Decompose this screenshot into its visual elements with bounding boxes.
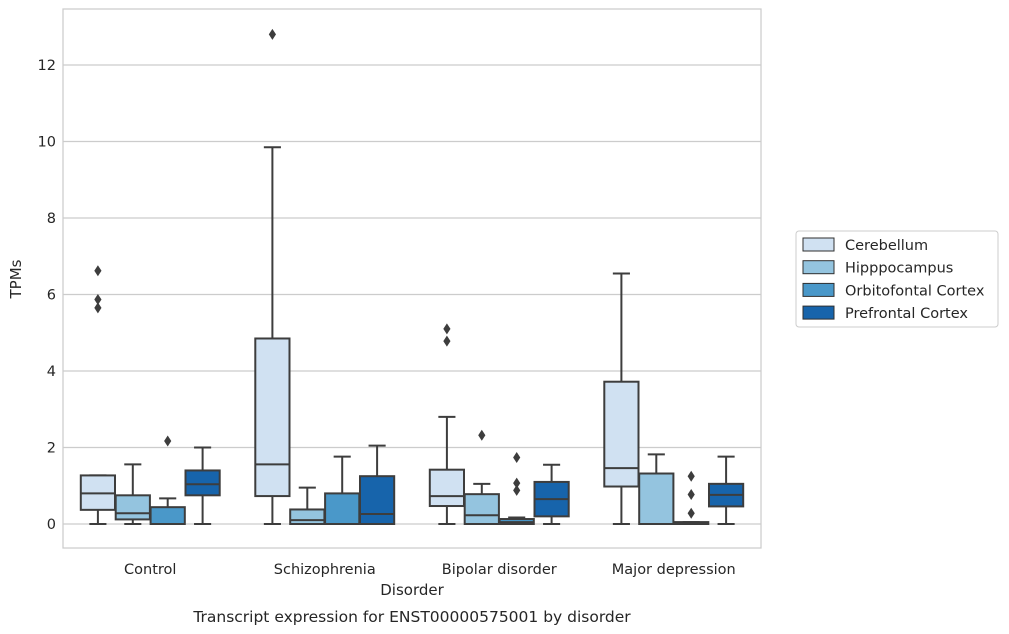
- legend-swatch: [802, 305, 835, 320]
- box-iqr: [358, 475, 396, 525]
- box-iqr: [254, 337, 291, 498]
- legend-label: Cerebellum: [845, 238, 928, 254]
- y-tick-labels: 0 2 4 6 8 10 12: [38, 58, 56, 533]
- y-axis-label: TPMs: [7, 259, 25, 299]
- outlier-point: [513, 484, 521, 496]
- box-group: [673, 470, 710, 526]
- legend-label: Orbitofontal Cortex: [845, 283, 985, 299]
- outlier-point: [687, 507, 695, 519]
- box-group: [254, 28, 291, 525]
- legend-label: Prefrontal Cortex: [845, 306, 968, 322]
- outlier-point: [513, 451, 521, 463]
- box-iqr: [289, 508, 326, 525]
- x-tick-label: Bipolar disorder: [442, 562, 557, 578]
- box-group: [498, 451, 535, 526]
- legend-label: Hipppocampus: [845, 261, 953, 277]
- legend: Cerebellum Hipppocampus Orbitofontal Corte…: [795, 230, 999, 328]
- chart-caption: Transcript expression for ENST0000057500…: [192, 608, 631, 626]
- box-iqr: [149, 506, 186, 526]
- legend-swatch: [802, 237, 835, 252]
- outlier-point: [513, 477, 521, 489]
- y-tick-label: 4: [47, 364, 56, 380]
- outlier-point: [94, 302, 102, 314]
- x-tick-label: Control: [124, 562, 176, 578]
- box-group: [638, 453, 675, 526]
- outlier-point: [687, 470, 695, 482]
- x-axis-label: Disorder: [380, 581, 444, 599]
- y-tick-label: 6: [47, 288, 56, 304]
- box-group: [358, 444, 396, 525]
- box-iqr: [114, 494, 151, 521]
- box-iqr: [324, 492, 361, 525]
- y-tick-label: 12: [38, 58, 56, 74]
- box-group: [289, 486, 326, 525]
- outlier-point: [94, 265, 102, 277]
- box-group: [324, 455, 361, 525]
- y-tick-label: 2: [47, 441, 56, 457]
- plot-frame: [62, 8, 762, 549]
- outlier-point: [443, 335, 451, 347]
- x-tick-label: Major depression: [612, 562, 736, 578]
- box-group: [707, 455, 745, 525]
- y-tick-label: 0: [47, 517, 56, 533]
- x-tick-label: Schizophrenia: [274, 562, 376, 578]
- y-tick-label: 10: [38, 135, 56, 151]
- outlier-point: [94, 293, 102, 305]
- box-iqr: [428, 468, 466, 508]
- outlier-point: [268, 28, 276, 40]
- x-tick-labels: Control Schizophrenia Bipolar disorder Majo…: [124, 562, 736, 578]
- box-iqr: [638, 472, 675, 526]
- box-group: [463, 429, 500, 526]
- legend-swatch: [802, 260, 835, 275]
- box-group: [114, 463, 151, 525]
- legend-items: Cerebellum Hipppocampus Orbitofontal Corte…: [802, 237, 985, 322]
- box-iqr: [603, 380, 640, 488]
- outlier-point: [478, 429, 486, 441]
- box-iqr: [184, 469, 221, 497]
- box-group: [603, 272, 640, 525]
- gridlines: [63, 64, 761, 525]
- box-group: [79, 265, 117, 525]
- box-group: [149, 435, 186, 526]
- box-group: [533, 463, 570, 525]
- legend-swatch: [802, 282, 835, 297]
- box-iqr: [463, 493, 500, 526]
- y-tick-label: 8: [47, 211, 56, 227]
- outlier-point: [687, 489, 695, 501]
- box-group: [184, 446, 221, 525]
- outlier-point: [443, 323, 451, 335]
- box-marks: [79, 28, 745, 526]
- outlier-point: [164, 435, 172, 447]
- box-group: [428, 323, 466, 525]
- legend-frame: [795, 230, 999, 328]
